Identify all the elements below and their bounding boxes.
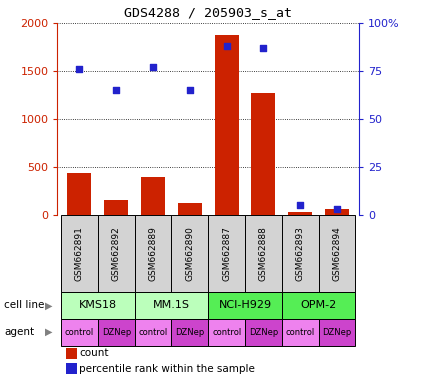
FancyBboxPatch shape (208, 319, 245, 346)
Text: GSM662891: GSM662891 (75, 226, 84, 281)
Text: control: control (212, 328, 241, 337)
Point (334, 206, 340, 212)
Bar (288, 212, 312, 215)
Text: count: count (79, 348, 109, 358)
Text: control: control (139, 328, 168, 337)
Text: ▶: ▶ (45, 327, 53, 337)
FancyBboxPatch shape (245, 215, 282, 292)
Text: GSM662893: GSM662893 (296, 226, 305, 281)
Title: GDS4288 / 205903_s_at: GDS4288 / 205903_s_at (124, 6, 292, 19)
Text: MM.1S: MM.1S (153, 300, 190, 310)
FancyBboxPatch shape (282, 292, 355, 319)
FancyBboxPatch shape (171, 319, 208, 346)
Bar (104, 200, 128, 215)
Text: NCI-H929: NCI-H929 (218, 300, 272, 310)
Text: DZNep: DZNep (323, 328, 351, 337)
Bar (141, 177, 165, 215)
Text: percentile rank within the sample: percentile rank within the sample (79, 364, 255, 374)
Text: DZNep: DZNep (175, 328, 204, 337)
FancyBboxPatch shape (135, 319, 171, 346)
Point (223, 43, 230, 49)
Text: GSM662894: GSM662894 (332, 226, 342, 281)
FancyBboxPatch shape (208, 215, 245, 292)
Text: DZNep: DZNep (249, 328, 278, 337)
Text: GSM662892: GSM662892 (112, 226, 121, 281)
Bar (68, 173, 91, 215)
Bar (178, 203, 202, 215)
Text: ▶: ▶ (45, 300, 53, 310)
FancyBboxPatch shape (61, 319, 98, 346)
Point (187, 87, 193, 93)
Text: GSM662887: GSM662887 (222, 226, 231, 281)
FancyBboxPatch shape (135, 292, 208, 319)
Point (297, 202, 303, 209)
Text: OPM-2: OPM-2 (300, 300, 337, 310)
FancyBboxPatch shape (245, 319, 282, 346)
Text: KMS18: KMS18 (79, 300, 117, 310)
Text: GSM662890: GSM662890 (185, 226, 194, 281)
Text: agent: agent (4, 327, 34, 337)
Text: control: control (65, 328, 94, 337)
FancyBboxPatch shape (319, 215, 355, 292)
FancyBboxPatch shape (208, 292, 282, 319)
FancyBboxPatch shape (61, 292, 135, 319)
Point (76, 66, 83, 72)
Point (260, 45, 267, 51)
FancyBboxPatch shape (61, 215, 98, 292)
FancyBboxPatch shape (282, 319, 319, 346)
FancyBboxPatch shape (98, 319, 135, 346)
Bar (325, 209, 349, 215)
Text: control: control (286, 328, 315, 337)
Text: GSM662889: GSM662889 (149, 226, 158, 281)
Text: cell line: cell line (4, 300, 45, 310)
Text: GSM662888: GSM662888 (259, 226, 268, 281)
Point (113, 87, 120, 93)
Bar (252, 93, 275, 215)
Point (150, 64, 156, 70)
FancyBboxPatch shape (98, 215, 135, 292)
FancyBboxPatch shape (282, 215, 319, 292)
FancyBboxPatch shape (319, 319, 355, 346)
Text: DZNep: DZNep (102, 328, 131, 337)
FancyBboxPatch shape (135, 215, 171, 292)
Bar (215, 35, 238, 215)
FancyBboxPatch shape (171, 215, 208, 292)
